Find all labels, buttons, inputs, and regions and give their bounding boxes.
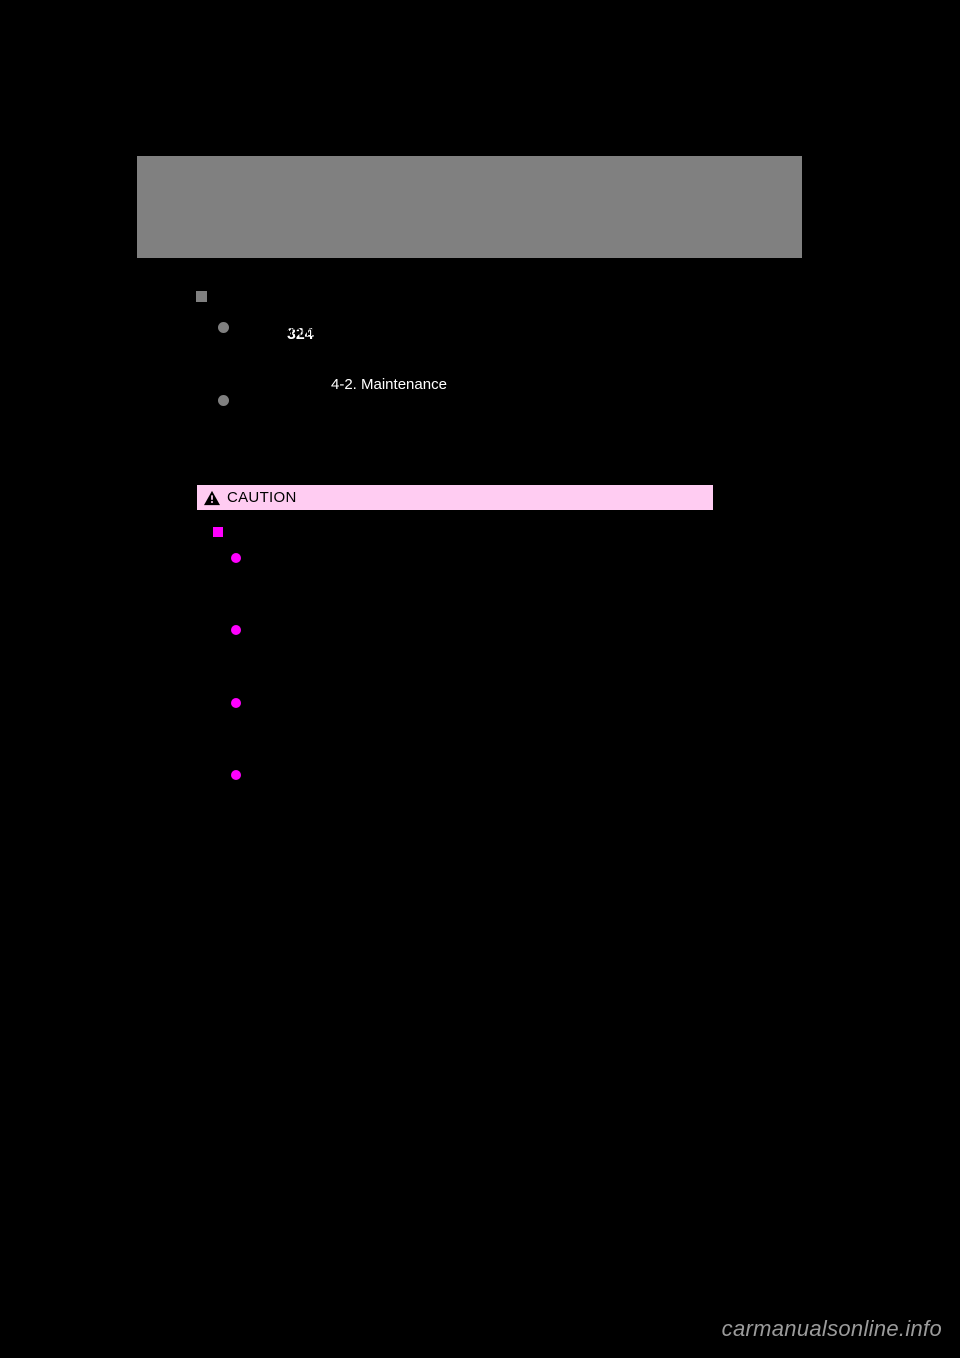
square-bullet-icon xyxy=(196,291,207,302)
caution-item: Handling of the battery: Battery posts, … xyxy=(231,623,697,681)
caution-header: CAUTION xyxy=(196,484,714,510)
manual-page: 324 4-2. Maintenance Repair and replacem… xyxy=(0,0,960,1358)
round-bullet-icon xyxy=(218,395,229,406)
section-heading: Repair and replacement xyxy=(196,290,802,307)
square-bullet-icon xyxy=(213,527,223,537)
caution-item: Handling of engine oil: Used engine oil … xyxy=(231,696,697,754)
caution-label: CAUTION xyxy=(227,489,297,506)
caution-item-text: Handling of engine oil: Used engine oil … xyxy=(249,698,697,755)
body-item: For vehicles with tire pressure warning … xyxy=(218,392,802,435)
caution-item-text: Improper maintenance could result in ser… xyxy=(249,553,697,610)
caution-item-text: Handling of the battery: Battery posts, … xyxy=(249,625,697,682)
header-band: 324 4-2. Maintenance xyxy=(137,156,802,258)
warning-triangle-icon xyxy=(203,490,221,506)
body-content: Repair and replacement It is recommended… xyxy=(196,290,802,445)
round-bullet-icon xyxy=(231,553,241,563)
caution-item-text: Air conditioning filter: Driving with th… xyxy=(249,770,697,827)
caution-body: If your vehicle is not properly maintain… xyxy=(196,510,714,860)
round-bullet-icon xyxy=(231,625,241,635)
round-bullet-icon xyxy=(231,698,241,708)
caution-box: CAUTION If your vehicle is not properly … xyxy=(196,484,714,860)
round-bullet-icon xyxy=(218,322,229,333)
caution-heading: If your vehicle is not properly maintain… xyxy=(213,525,697,541)
body-item-text: It is recommended that genuine Toyota pa… xyxy=(237,321,802,382)
round-bullet-icon xyxy=(231,770,241,780)
body-item-text: For vehicles with tire pressure warning … xyxy=(237,394,802,435)
body-item: It is recommended that genuine Toyota pa… xyxy=(218,319,802,382)
caution-item: Air conditioning filter: Driving with th… xyxy=(231,768,697,826)
section-title-text: Repair and replacement xyxy=(215,290,375,307)
caution-heading-text: If your vehicle is not properly maintain… xyxy=(231,525,482,541)
caution-item: Improper maintenance could result in ser… xyxy=(231,551,697,609)
watermark-text: carmanualsonline.info xyxy=(722,1316,942,1342)
